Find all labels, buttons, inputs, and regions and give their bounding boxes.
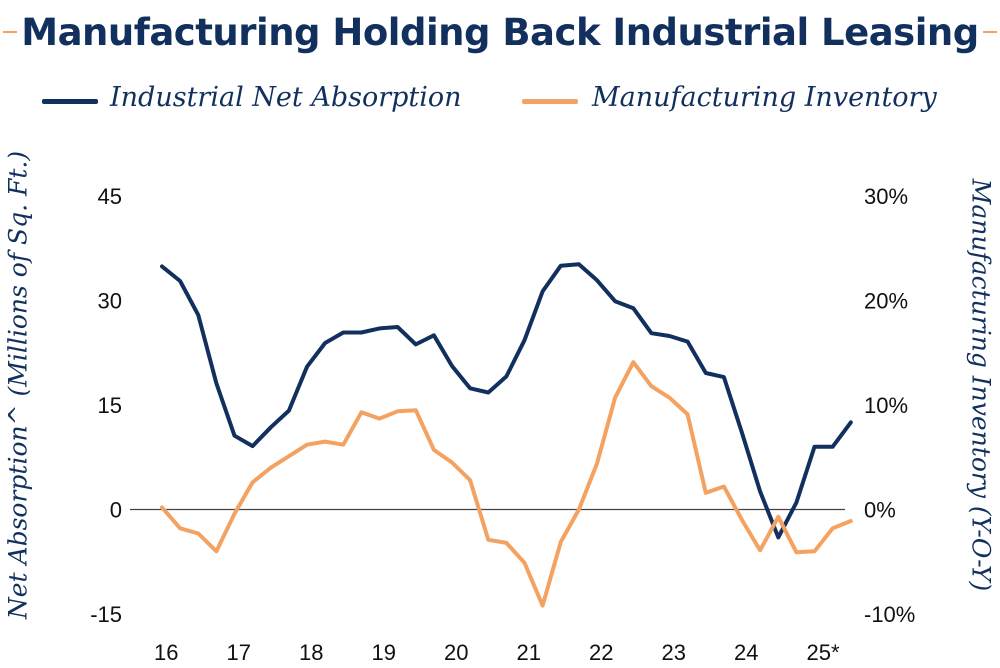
x-tick-label: 20 <box>444 640 468 665</box>
y-left-tick-label: 15 <box>98 393 122 418</box>
x-tick-label: 23 <box>662 640 686 665</box>
title-dash-left <box>3 31 17 33</box>
legend-label-absorption: Industrial Net Absorption <box>110 82 462 113</box>
x-tick-label: 19 <box>372 640 396 665</box>
y-right-tick-label: 30% <box>864 184 908 209</box>
title-row: Manufacturing Holding Back Industrial Le… <box>0 2 1000 64</box>
title-dash-right <box>983 31 997 33</box>
x-tick-label: 21 <box>517 640 541 665</box>
y-right-tick-label: -10% <box>864 602 915 627</box>
y-left-tick-label: 0 <box>110 498 122 523</box>
x-tick-label: 24 <box>734 640 758 665</box>
x-tick-label: 18 <box>299 640 323 665</box>
y-right-tick-label: 0% <box>864 498 896 523</box>
x-tick-label: 25* <box>807 640 840 665</box>
chart-title: Manufacturing Holding Back Industrial Le… <box>21 11 979 54</box>
x-tick-label: 22 <box>589 640 613 665</box>
legend-swatch-inventory <box>522 99 578 104</box>
y-left-tick-label: -15 <box>90 602 122 627</box>
y-right-tick-label: 10% <box>864 393 908 418</box>
y-right-tick-label: 20% <box>864 289 908 314</box>
x-tick-label: 17 <box>227 640 251 665</box>
y-left-tick-label: 30 <box>98 289 122 314</box>
y-left-tick-label: 45 <box>98 184 122 209</box>
x-tick-label: 16 <box>154 640 178 665</box>
series-line-absorption <box>160 262 853 540</box>
legend-swatch-absorption <box>42 99 98 104</box>
series-line-inventory <box>160 360 853 608</box>
legend-label-inventory: Manufacturing Inventory <box>592 82 937 113</box>
